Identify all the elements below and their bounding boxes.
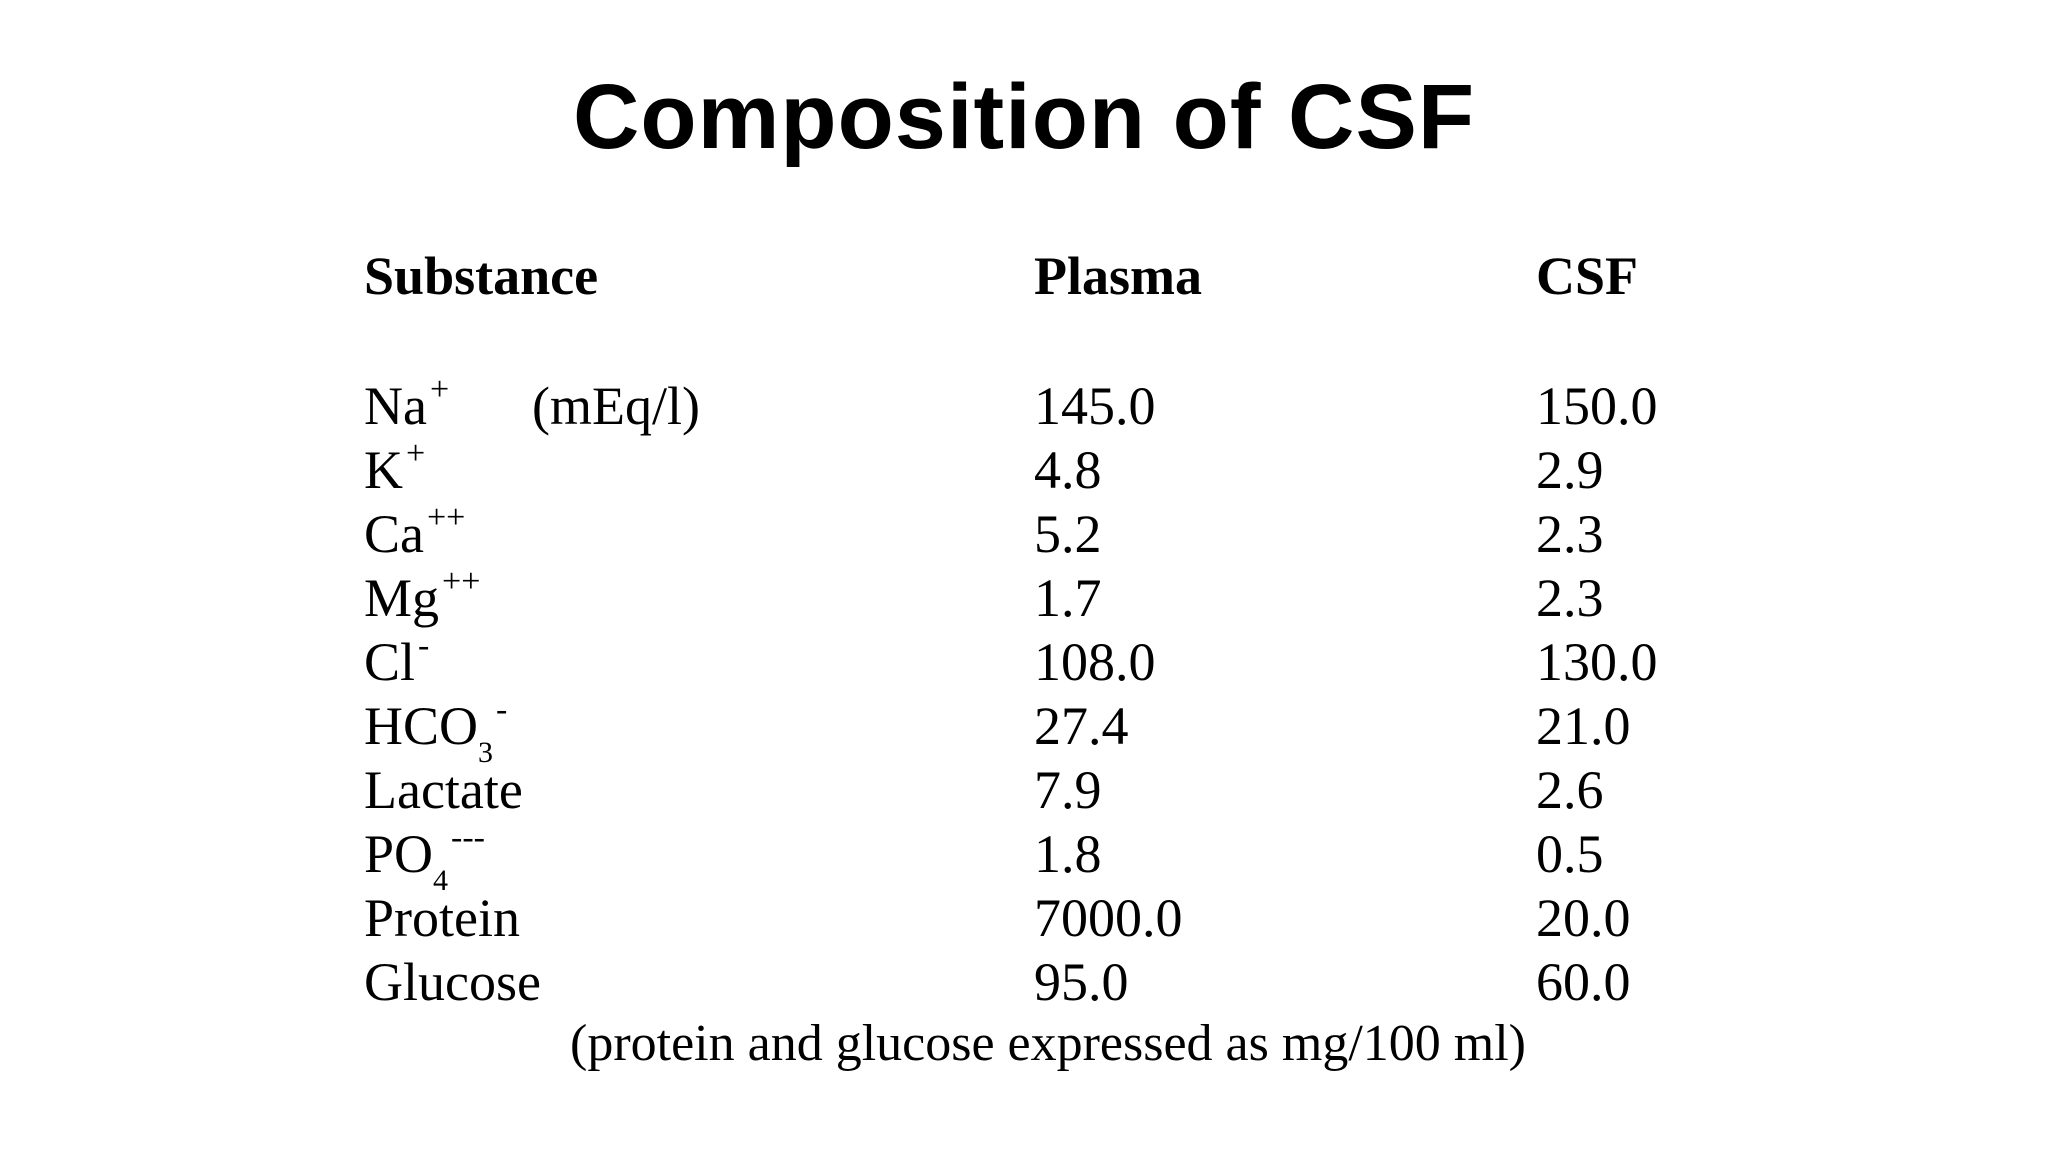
substance-base: K xyxy=(364,440,403,500)
substance-charge: - xyxy=(496,691,508,728)
plasma-value: 7000.0 xyxy=(1034,888,1183,948)
plasma-value: 1.7 xyxy=(1034,568,1102,628)
substance-base: HCO xyxy=(364,696,479,756)
header-plasma: Plasma xyxy=(1034,246,1202,306)
substance-name: PO4--- xyxy=(364,819,485,897)
header-substance: Substance xyxy=(364,246,599,306)
substance-name: Ca++ xyxy=(364,499,466,574)
substance-name: Lactate xyxy=(364,758,523,822)
csf-value: 60.0 xyxy=(1536,952,1631,1012)
substance-charge: + xyxy=(406,435,426,472)
footnote: (protein and glucose expressed as mg/100… xyxy=(570,1015,1526,1072)
substance-name: Mg++ xyxy=(364,563,481,638)
unit-note: (mEq/l) xyxy=(532,376,700,436)
substance-base: PO xyxy=(364,824,434,884)
csf-value: 0.5 xyxy=(1536,824,1604,884)
substance-subscript: 3 xyxy=(478,736,494,769)
plasma-value: 95.0 xyxy=(1034,952,1129,1012)
header-csf: CSF xyxy=(1536,246,1639,306)
csf-value: 130.0 xyxy=(1536,632,1658,692)
substance-name: Protein xyxy=(364,886,520,950)
substance-base: Mg xyxy=(364,568,440,628)
plasma-value: 108.0 xyxy=(1034,632,1156,692)
substance-name: HCO3- xyxy=(364,691,508,769)
substance-charge: - xyxy=(418,627,430,664)
substance-charge: ++ xyxy=(442,563,481,600)
substance-charge: ++ xyxy=(427,499,466,536)
plasma-value: 5.2 xyxy=(1034,504,1102,564)
substance-charge: + xyxy=(429,371,450,408)
csf-value: 21.0 xyxy=(1536,696,1631,756)
substance-base: Ca xyxy=(364,504,424,564)
csf-value: 20.0 xyxy=(1536,888,1631,948)
plasma-value: 27.4 xyxy=(1034,696,1129,756)
substance-base: Na xyxy=(364,376,427,436)
csf-value: 150.0 xyxy=(1536,376,1658,436)
substance-subscript: 4 xyxy=(433,864,449,897)
substance-name: Cl- xyxy=(364,627,430,702)
plasma-value: 7.9 xyxy=(1034,760,1102,820)
csf-value: 2.9 xyxy=(1536,440,1604,500)
csf-value: 2.6 xyxy=(1536,760,1604,820)
substance-name: Glucose xyxy=(364,950,541,1014)
substance-name: Na+ xyxy=(364,371,450,446)
substance-name: K+ xyxy=(364,435,426,510)
substance-base: Protein xyxy=(364,888,520,948)
substance-base: Glucose xyxy=(364,952,541,1012)
page-title: Composition of CSF xyxy=(572,66,1476,168)
substance-base: Cl xyxy=(364,632,416,692)
substance-charge: --- xyxy=(451,819,485,856)
csf-value: 2.3 xyxy=(1536,504,1604,564)
plasma-value: 1.8 xyxy=(1034,824,1102,884)
csf-value: 2.3 xyxy=(1536,568,1604,628)
substance-base: Lactate xyxy=(364,760,523,820)
plasma-value: 145.0 xyxy=(1034,376,1156,436)
plasma-value: 4.8 xyxy=(1034,440,1102,500)
